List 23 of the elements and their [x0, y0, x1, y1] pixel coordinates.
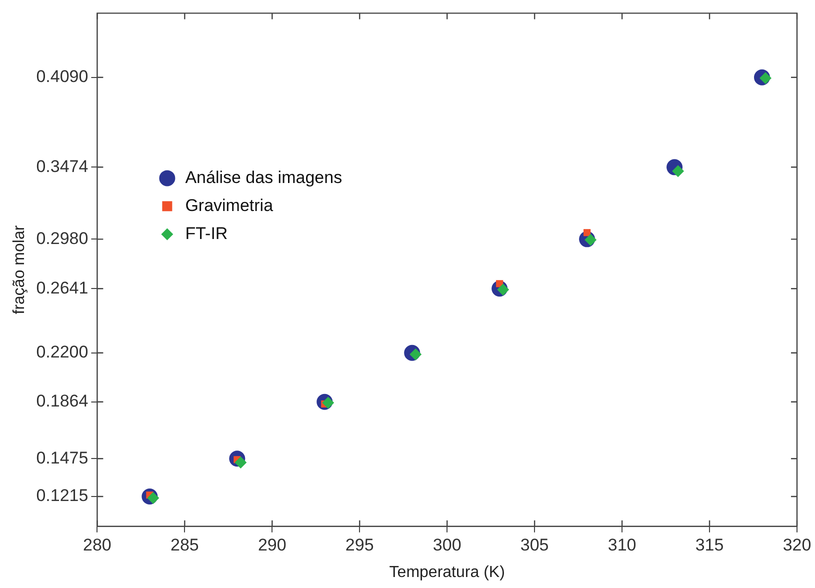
x-tick-label: 310: [608, 535, 636, 554]
x-tick-label: 285: [170, 535, 199, 554]
x-tick-label: 305: [520, 535, 549, 554]
x-tick-label: 290: [258, 535, 286, 554]
legend-label: FT-IR: [185, 224, 228, 243]
y-tick-label: 0.1864: [36, 392, 88, 411]
y-tick-label: 0.2641: [36, 278, 88, 298]
x-tick-label: 280: [83, 535, 112, 554]
x-tick-label: 295: [345, 535, 374, 554]
legend-label: Gravimetria: [185, 196, 274, 215]
y-tick-label: 0.1475: [36, 448, 88, 468]
y-tick-label: 0.1215: [36, 486, 88, 506]
x-axis-title: Temperatura (K): [389, 564, 505, 581]
x-tick-label: 320: [782, 535, 812, 554]
legend-label: Análise das imagens: [185, 168, 342, 187]
point: [584, 229, 591, 236]
x-tick-label: 300: [432, 535, 462, 554]
y-axis-title: fração molar: [11, 224, 28, 314]
y-tick-label: 0.4090: [36, 67, 88, 86]
y-tick-label: 0.2200: [36, 342, 88, 362]
y-tick-label: 0.2980: [36, 228, 88, 248]
y-tick-label: 0.3474: [36, 156, 88, 176]
x-tick-label: 315: [695, 535, 724, 554]
